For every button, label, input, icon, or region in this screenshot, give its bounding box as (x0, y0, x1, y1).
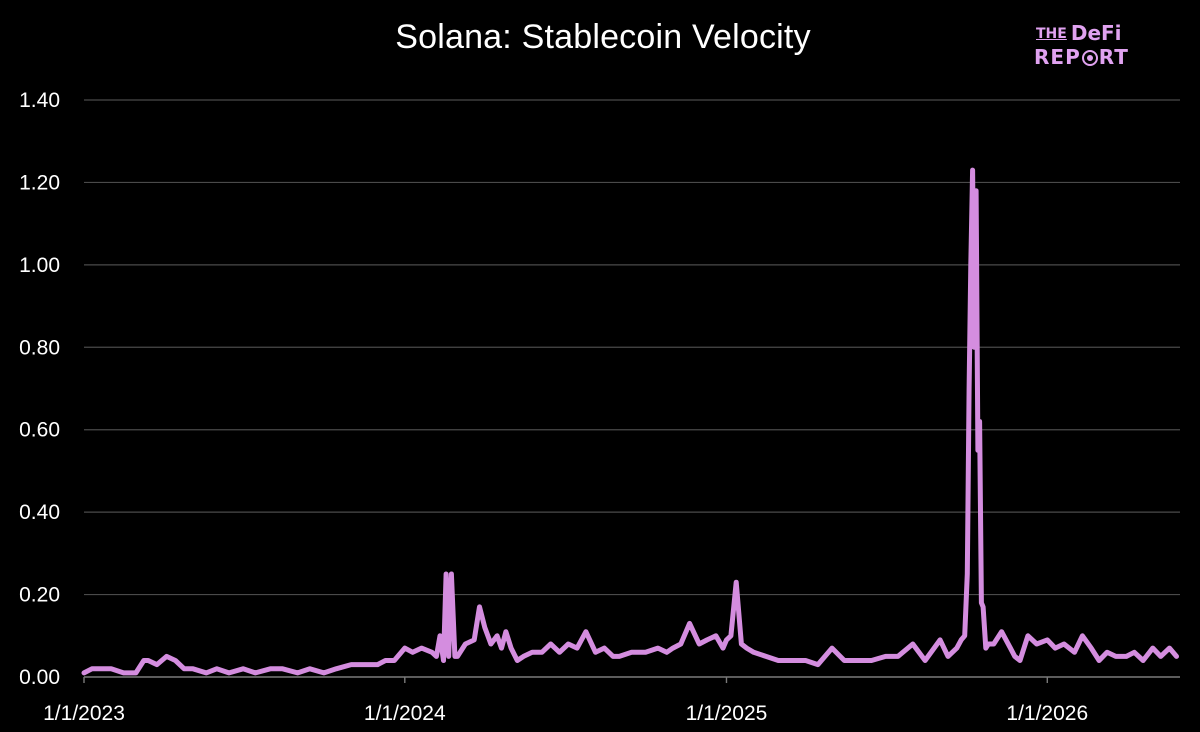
y-tick-label: 1.00 (19, 254, 60, 277)
chart-title: Solana: Stablecoin Velocity (395, 18, 811, 56)
y-tick-label: 1.20 (19, 171, 60, 194)
x-tick-label: 1/1/2026 (1006, 702, 1088, 725)
x-axis-ticks: 1/1/2023 1/1/2024 1/1/2025 1/1/2026 (43, 677, 1088, 725)
y-tick-label: 1.40 (19, 89, 60, 112)
series-line-velocity (81, 167, 1179, 676)
y-tick-label: 0.60 (19, 419, 60, 442)
x-tick-label: 1/1/2025 (686, 702, 768, 725)
y-tick-label: 0.80 (19, 336, 60, 359)
x-tick-label: 1/1/2024 (364, 702, 446, 725)
the-defi-report-logo: THE DeFi REP RT (1034, 21, 1129, 69)
y-tick-label: 0.00 (19, 666, 60, 689)
y-tick-label: 0.20 (19, 584, 60, 607)
x-tick-label: 1/1/2023 (43, 702, 125, 725)
y-tick-label: 0.40 (19, 501, 60, 524)
gridlines (84, 99, 1180, 678)
series-group (81, 167, 1179, 676)
y-axis-ticks: 0.00 0.20 0.40 0.60 0.80 1.00 1.20 1.40 (19, 89, 60, 689)
